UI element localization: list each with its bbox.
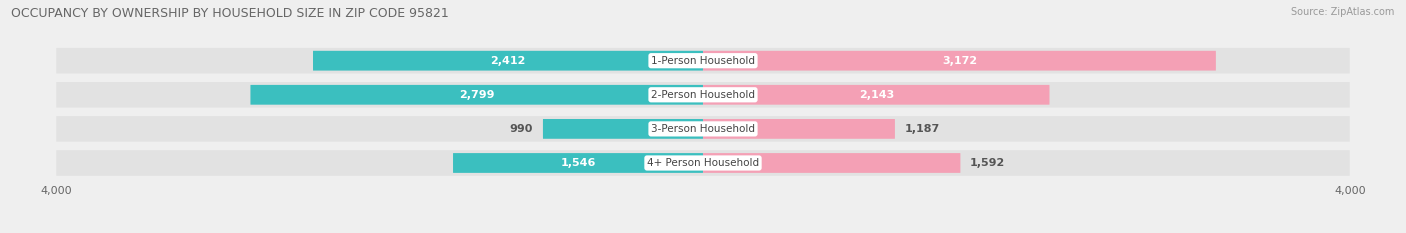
- Text: Source: ZipAtlas.com: Source: ZipAtlas.com: [1291, 7, 1395, 17]
- Text: 1,592: 1,592: [970, 158, 1005, 168]
- Text: OCCUPANCY BY OWNERSHIP BY HOUSEHOLD SIZE IN ZIP CODE 95821: OCCUPANCY BY OWNERSHIP BY HOUSEHOLD SIZE…: [11, 7, 449, 20]
- Text: 990: 990: [510, 124, 533, 134]
- Text: 2,143: 2,143: [859, 90, 894, 100]
- Text: 2-Person Household: 2-Person Household: [651, 90, 755, 100]
- Text: 2,799: 2,799: [458, 90, 495, 100]
- FancyBboxPatch shape: [56, 48, 1350, 73]
- FancyBboxPatch shape: [543, 119, 703, 139]
- FancyBboxPatch shape: [703, 119, 896, 139]
- Text: 3,172: 3,172: [942, 56, 977, 66]
- Text: 1,546: 1,546: [561, 158, 596, 168]
- Text: 2,412: 2,412: [491, 56, 526, 66]
- FancyBboxPatch shape: [703, 153, 960, 173]
- FancyBboxPatch shape: [314, 51, 703, 71]
- Text: 4+ Person Household: 4+ Person Household: [647, 158, 759, 168]
- FancyBboxPatch shape: [453, 153, 703, 173]
- FancyBboxPatch shape: [703, 51, 1216, 71]
- FancyBboxPatch shape: [703, 85, 1049, 105]
- Text: 1,187: 1,187: [904, 124, 939, 134]
- FancyBboxPatch shape: [250, 85, 703, 105]
- Text: 1-Person Household: 1-Person Household: [651, 56, 755, 66]
- Text: 3-Person Household: 3-Person Household: [651, 124, 755, 134]
- FancyBboxPatch shape: [56, 150, 1350, 176]
- FancyBboxPatch shape: [56, 116, 1350, 142]
- FancyBboxPatch shape: [56, 82, 1350, 108]
